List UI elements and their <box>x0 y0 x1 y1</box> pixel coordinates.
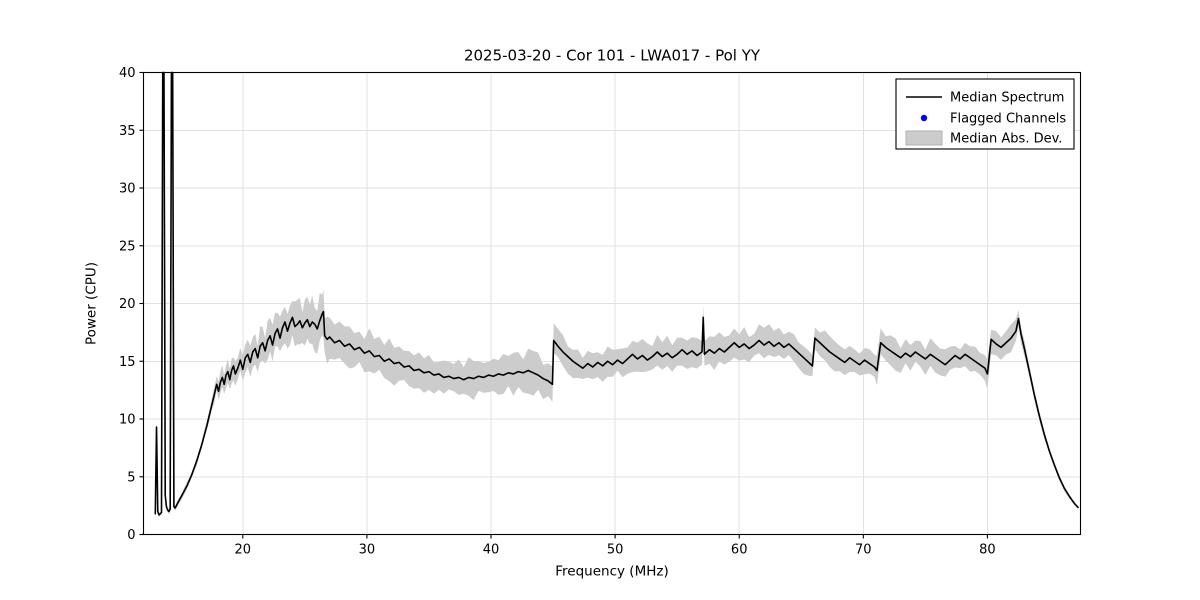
legend-entry-median-abs-dev[interactable]: Median Abs. Dev. <box>905 130 1062 147</box>
y-tick-label: 35 <box>119 124 136 139</box>
x-tick-label: 50 <box>607 543 624 558</box>
median-spectrum-line <box>154 71 1079 516</box>
y-tick-label: 20 <box>119 297 136 312</box>
legend-entry-median-spectrum[interactable]: Median Spectrum <box>906 91 1064 106</box>
legend[interactable]: Median Spectrum Flagged Channels Median … <box>895 78 1075 150</box>
y-tick-label: 30 <box>119 182 136 197</box>
legend-label-flagged-channels: Flagged Channels <box>950 112 1066 127</box>
legend-patch-sample <box>905 130 943 146</box>
y-tick-label: 40 <box>119 66 136 81</box>
legend-entry-flagged-channels[interactable]: Flagged Channels <box>920 112 1067 127</box>
x-tick-label: 80 <box>979 543 996 558</box>
x-tick-label: 20 <box>235 543 252 558</box>
x-tick-label: 40 <box>483 543 500 558</box>
x-tick-label: 30 <box>359 543 376 558</box>
legend-label-median-spectrum: Median Spectrum <box>950 91 1064 106</box>
x-tick-label: 60 <box>731 543 748 558</box>
y-tick-label: 0 <box>127 528 135 543</box>
y-tick-label: 15 <box>119 355 136 370</box>
x-tick-label: 70 <box>855 543 872 558</box>
plot-data-layer <box>154 71 1079 517</box>
y-tick-label: 5 <box>127 470 135 485</box>
page-title: 2025-03-20 - Cor 101 - LWA017 - Pol YY <box>464 47 761 65</box>
x-axis-label: Frequency (MHz) <box>555 564 668 580</box>
y-axis-label: Power (CPU) <box>84 262 100 345</box>
legend-dot-marker <box>920 114 928 122</box>
axis-ticks: 20 30 40 50 60 70 80 0 5 10 15 20 25 30 35 40 <box>119 66 996 558</box>
y-tick-label: 25 <box>119 239 136 254</box>
legend-label-median-abs-dev: Median Abs. Dev. <box>950 132 1062 147</box>
y-tick-label: 10 <box>119 413 136 428</box>
